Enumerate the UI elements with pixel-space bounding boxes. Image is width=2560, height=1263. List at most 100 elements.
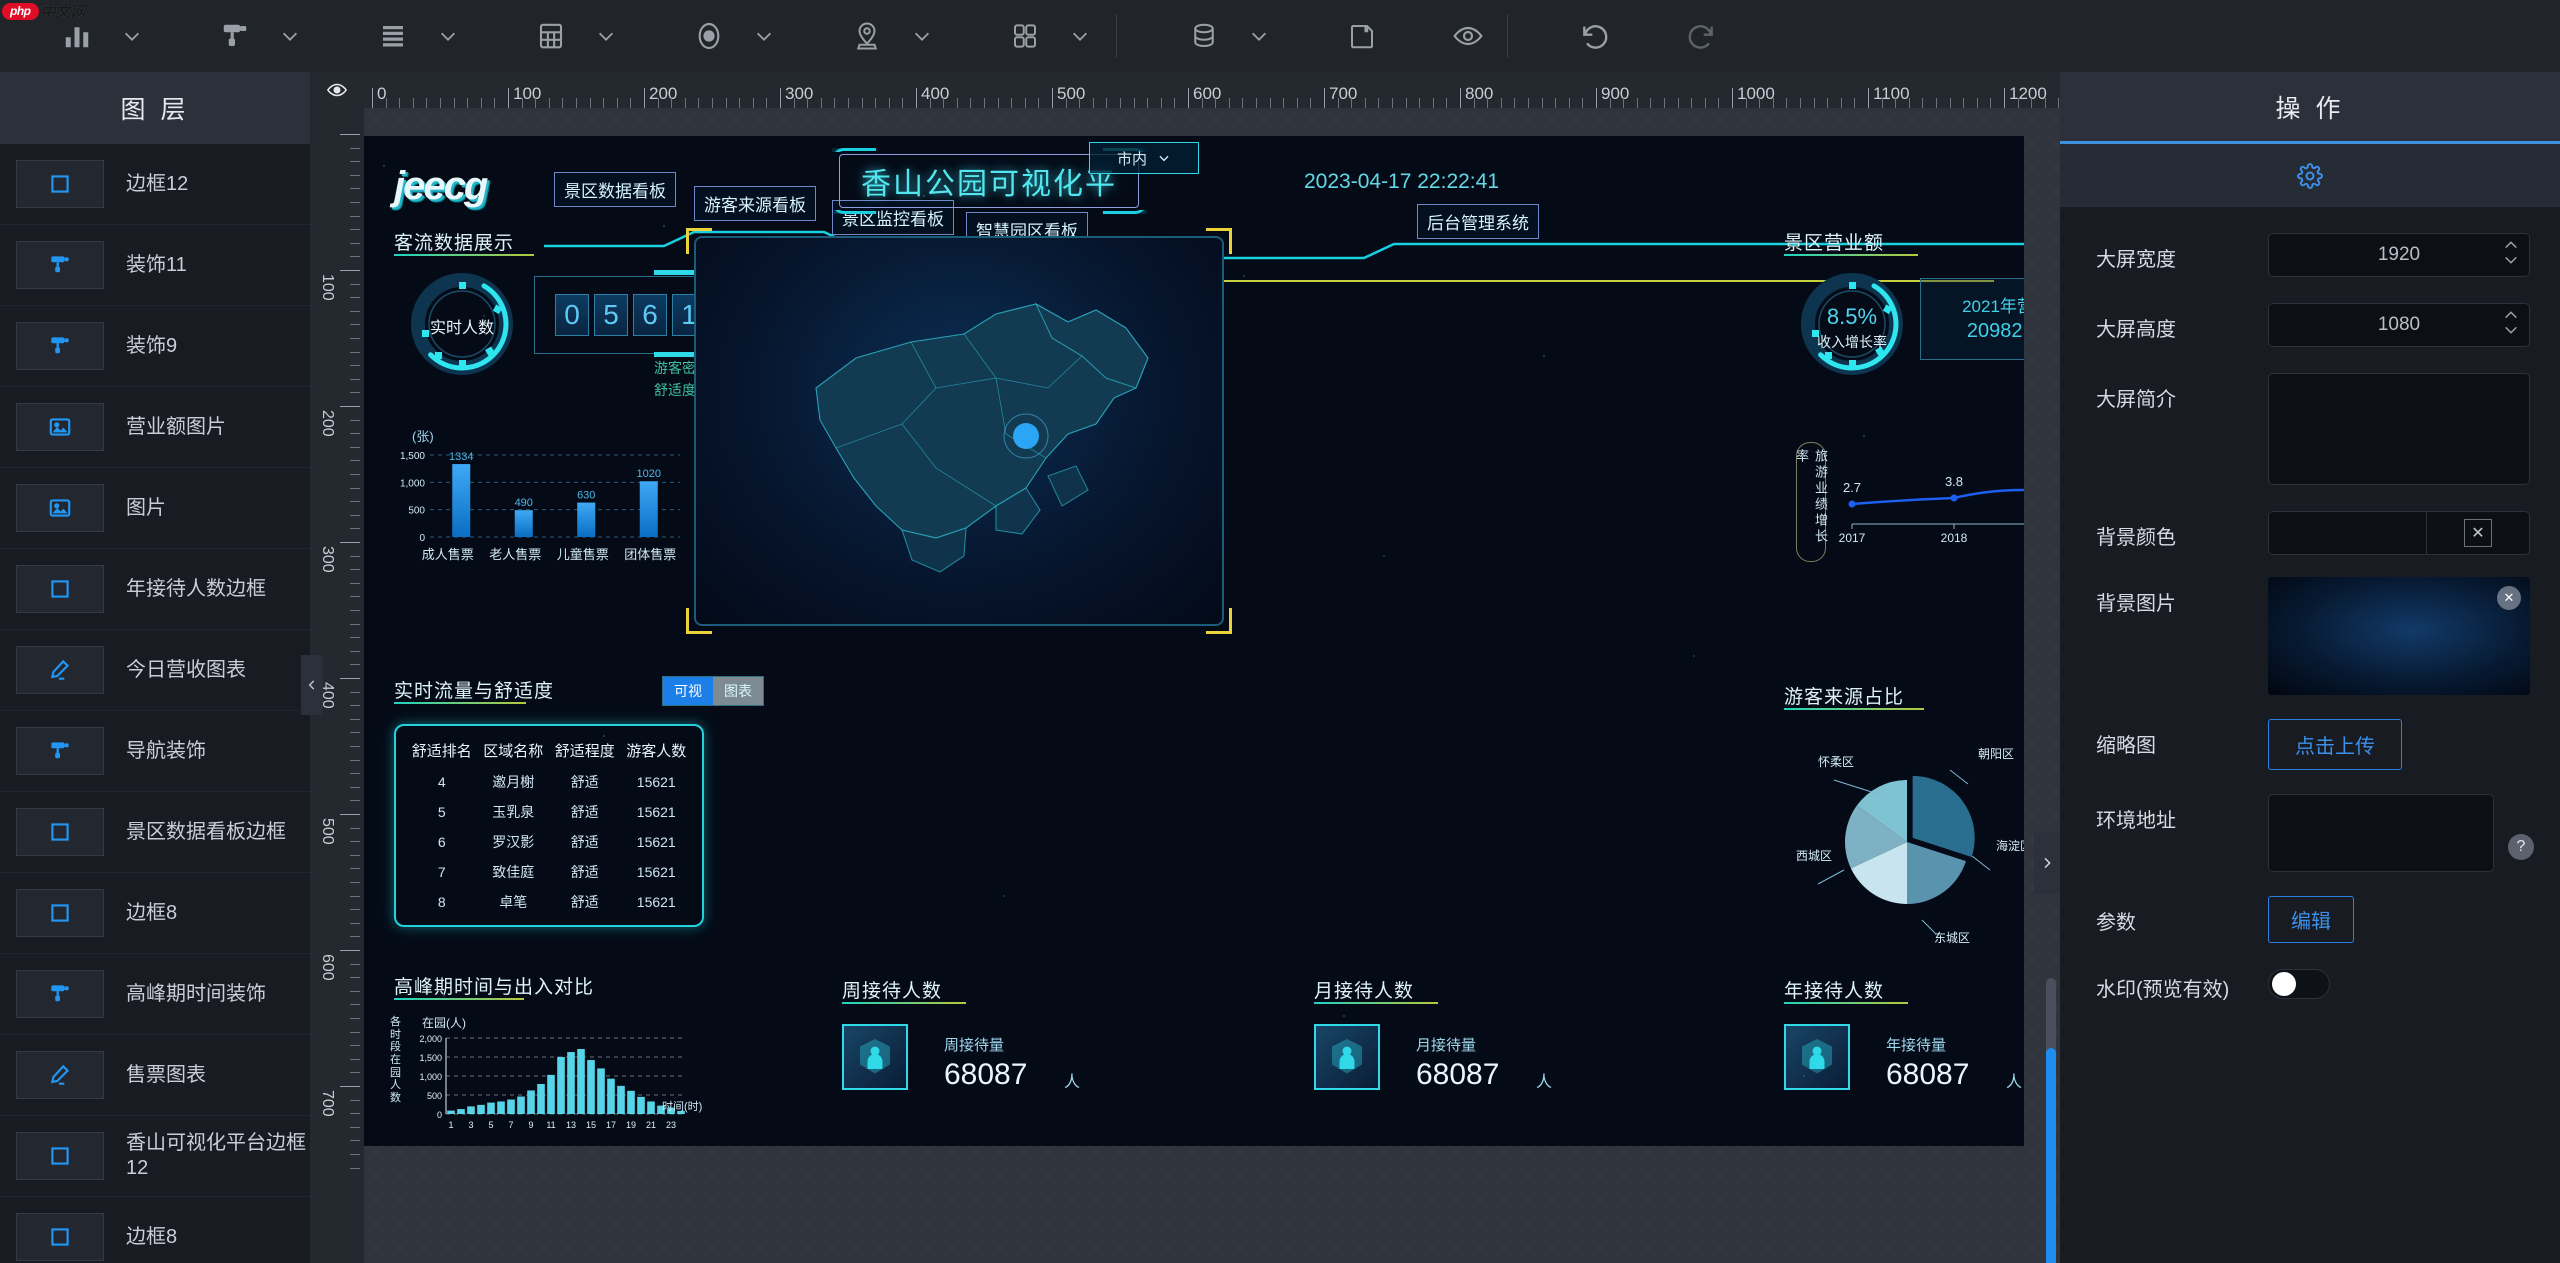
layer-row[interactable]: 年接待人数边框 xyxy=(0,549,310,630)
bgcolor-swatch[interactable] xyxy=(2268,511,2426,555)
toolgroup-decoration xyxy=(206,12,316,60)
screen-height-stepper[interactable] xyxy=(2503,310,2519,335)
params-edit-button[interactable]: 编辑 xyxy=(2268,896,2354,943)
nav-tag-2[interactable]: 景区监控看板 xyxy=(832,200,954,235)
close-icon-bgimage[interactable]: ✕ xyxy=(2497,586,2521,610)
chevron-down-icon-media[interactable] xyxy=(738,12,790,60)
ruler-tick xyxy=(820,98,822,108)
dashboard-screen[interactable]: jeecg 景区数据看板 游客来源看板 景区监控看板 智慧园区看板 后台管理系统… xyxy=(364,136,2024,1146)
watermark-toggle[interactable] xyxy=(2268,969,2330,999)
comfort-view-toggle[interactable]: 可视 图表 xyxy=(662,676,764,706)
chevron-down-icon-table[interactable] xyxy=(580,12,632,60)
map-widget[interactable] xyxy=(694,236,1224,626)
env-url-textarea[interactable] xyxy=(2268,794,2494,872)
bgcolor-clear-button[interactable]: ✕ xyxy=(2426,511,2530,555)
screen-intro-textarea[interactable] xyxy=(2268,373,2530,485)
chevron-down-icon-decoration[interactable] xyxy=(264,12,316,60)
layer-row[interactable]: 边框12 xyxy=(0,144,310,225)
layers-list[interactable]: 边框12 装饰11 装饰9 营业额图片 图片 年接待人数边框 今日营收图表 导航装饰 景区数据看… xyxy=(0,144,310,1263)
layer-label: 边框8 xyxy=(126,901,178,924)
chevron-down-icon-datasource[interactable] xyxy=(1233,12,1285,60)
ruler-tick xyxy=(1691,98,1693,108)
nav-tag-1[interactable]: 游客来源看板 xyxy=(694,186,816,221)
chevron-left-icon[interactable] xyxy=(301,655,323,715)
layer-row[interactable]: 售票图表 xyxy=(0,1035,310,1116)
chevron-down-icon-chart[interactable] xyxy=(106,12,158,60)
screen-height-input[interactable]: 1080 xyxy=(2268,303,2530,347)
month-person-icon xyxy=(1314,1024,1380,1090)
media-play-icon[interactable] xyxy=(680,12,738,60)
layer-row[interactable]: 营业额图片 xyxy=(0,387,310,468)
comfort-toggle-chart[interactable]: 图表 xyxy=(713,677,763,705)
dashboard-segments-icon[interactable] xyxy=(996,12,1054,60)
ruler-origin-eye-icon[interactable] xyxy=(310,72,364,108)
ruler-tick xyxy=(1813,98,1815,108)
ruler-tick xyxy=(1990,98,1992,108)
nav-tag-0[interactable]: 景区数据看板 xyxy=(554,172,676,207)
layer-label: 装饰11 xyxy=(126,253,187,276)
layer-row[interactable]: 今日营收图表 xyxy=(0,630,310,711)
table-row[interactable]: 4 邀月榭 舒适 15621 xyxy=(406,767,692,797)
help-icon-env-url[interactable]: ? xyxy=(2508,834,2534,860)
ruler-tick xyxy=(1623,98,1625,108)
panel-title-week: 周接待人数 xyxy=(842,981,943,1002)
table-row[interactable]: 5 玉乳泉 舒适 15621 xyxy=(406,797,692,827)
layer-row[interactable]: 图片 xyxy=(0,468,310,549)
paint-roller-icon[interactable] xyxy=(206,12,264,60)
layer-row[interactable]: 装饰11 xyxy=(0,225,310,306)
chevron-right-icon[interactable] xyxy=(2034,832,2060,894)
layer-row[interactable]: 装饰9 xyxy=(0,306,310,387)
ruler-tick xyxy=(350,922,360,924)
layer-row[interactable]: 边框8 xyxy=(0,873,310,954)
gear-icon[interactable] xyxy=(2060,144,2560,207)
database-icon[interactable] xyxy=(1175,12,1233,60)
ruler-tick xyxy=(548,98,550,108)
selection-handle-br[interactable] xyxy=(1206,608,1232,634)
ruler-tick xyxy=(535,98,537,108)
eye-icon[interactable] xyxy=(1439,12,1497,60)
ruler-tick xyxy=(350,351,360,353)
ruler-tick xyxy=(1936,98,1937,108)
save-icon[interactable] xyxy=(1333,12,1391,60)
selection-handle-bl[interactable] xyxy=(686,608,712,634)
screen-width-input[interactable]: 1920 xyxy=(2268,233,2530,277)
ruler-tick xyxy=(453,98,455,108)
chevron-down-icon-map[interactable] xyxy=(896,12,948,60)
undo-icon[interactable] xyxy=(1566,12,1624,60)
layer-row[interactable]: 景区数据看板边框 xyxy=(0,792,310,873)
list-lines-icon[interactable] xyxy=(364,12,422,60)
canvas-vertical-scrollbar-thumb[interactable] xyxy=(2046,1048,2056,1263)
table-row[interactable]: 8 卓笔 舒适 15621 xyxy=(406,887,692,917)
comfort-toggle-visual[interactable]: 可视 xyxy=(663,677,713,705)
ruler-horizontal: 0 100 200 300 400 500 600 700 800 900 1000 1100 1200 xyxy=(364,72,2060,108)
table-row[interactable]: 7 致佳庭 舒适 15621 xyxy=(406,857,692,887)
selection-handle-tl[interactable] xyxy=(686,228,712,254)
chevron-down-icon-others[interactable] xyxy=(1054,12,1106,60)
ruler-tick xyxy=(1568,98,1570,108)
map-region-selector[interactable]: 市内 xyxy=(1089,142,1199,174)
table-grid-icon[interactable] xyxy=(522,12,580,60)
svg-text:2.7: 2.7 xyxy=(1843,480,1861,495)
table-row[interactable]: 6 罗汉影 舒适 15621 xyxy=(406,827,692,857)
nav-tag-4[interactable]: 后台管理系统 xyxy=(1417,204,1539,239)
layer-row[interactable]: 导航装饰 xyxy=(0,711,310,792)
prop-row-intro: 大屏简介 xyxy=(2060,373,2560,485)
layer-row[interactable]: 高峰期时间装饰 xyxy=(0,954,310,1035)
ruler-tick xyxy=(350,827,360,829)
chart-bar-icon[interactable] xyxy=(48,12,106,60)
comfort-table[interactable]: 舒适排名 区域名称 舒适程度 游客人数 4 邀月榭 舒适 15621 5 玉乳泉 舒适 15621 6… xyxy=(394,724,704,927)
layer-row[interactable]: 边框8 xyxy=(0,1197,310,1263)
ruler-label: 700 xyxy=(1329,84,1358,103)
ruler-tick xyxy=(1949,98,1951,108)
chevron-down-icon-text[interactable] xyxy=(422,12,474,60)
map-pin-icon[interactable] xyxy=(838,12,896,60)
canvas-scroll-area[interactable]: jeecg 景区数据看板 游客来源看板 景区监控看板 智慧园区看板 后台管理系统… xyxy=(364,108,2060,1263)
thumbnail-upload-button[interactable]: 点击上传 xyxy=(2268,719,2402,770)
pencil-icon xyxy=(16,646,104,694)
bgimage-preview[interactable]: ✕ xyxy=(2268,577,2530,695)
selection-handle-tr[interactable] xyxy=(1206,228,1232,254)
redo-icon[interactable] xyxy=(1672,12,1730,60)
layer-row[interactable]: 香山可视化平台边框12 xyxy=(0,1116,310,1197)
svg-text:西城区: 西城区 xyxy=(1796,849,1832,863)
screen-width-stepper[interactable] xyxy=(2503,240,2519,265)
